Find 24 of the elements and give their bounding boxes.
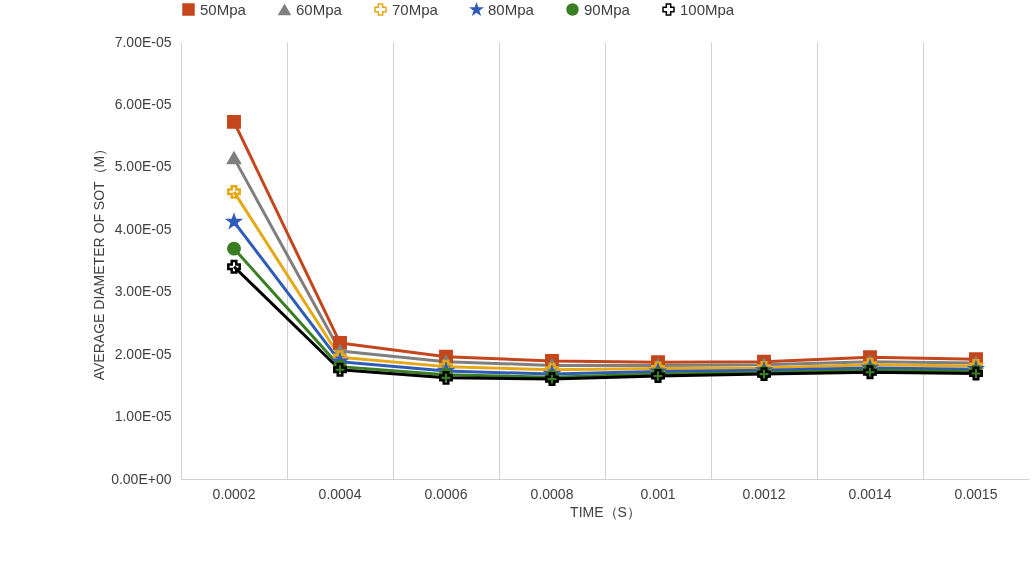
x-tick-label: 0.0014 [848,485,892,502]
y-axis-title: AVERAGE DIAMETER OF SOT（M） [91,141,108,381]
legend-label: 80Mpa [488,0,535,18]
legend-label: 70Mpa [392,0,439,18]
y-tick-label: 1.00E-05 [114,408,172,425]
x-tick-label: 0.0006 [424,485,468,502]
y-tick-label: 4.00E-05 [114,220,172,237]
legend-label: 50Mpa [200,0,247,18]
x-tick-label: 0.0015 [954,485,998,502]
x-axis-title: TIME（S） [570,503,641,520]
y-tick-label: 3.00E-05 [114,283,172,300]
x-tick-label: 0.0008 [530,485,574,502]
x-tick-label: 0.001 [640,485,676,502]
legend-label: 90Mpa [584,0,631,18]
x-tick-label: 0.0012 [742,485,786,502]
legend-label: 100Mpa [680,0,735,18]
x-tick-label: 0.0004 [318,485,362,502]
y-tick-label: 5.00E-05 [114,158,172,175]
y-tick-label: 0.00E+00 [111,470,172,487]
legend-label: 60Mpa [296,0,343,18]
x-tick-label: 0.0002 [212,485,256,502]
y-tick-label: 2.00E-05 [114,345,172,362]
y-tick-label: 6.00E-05 [114,95,172,112]
y-tick-label: 7.00E-05 [114,33,172,50]
